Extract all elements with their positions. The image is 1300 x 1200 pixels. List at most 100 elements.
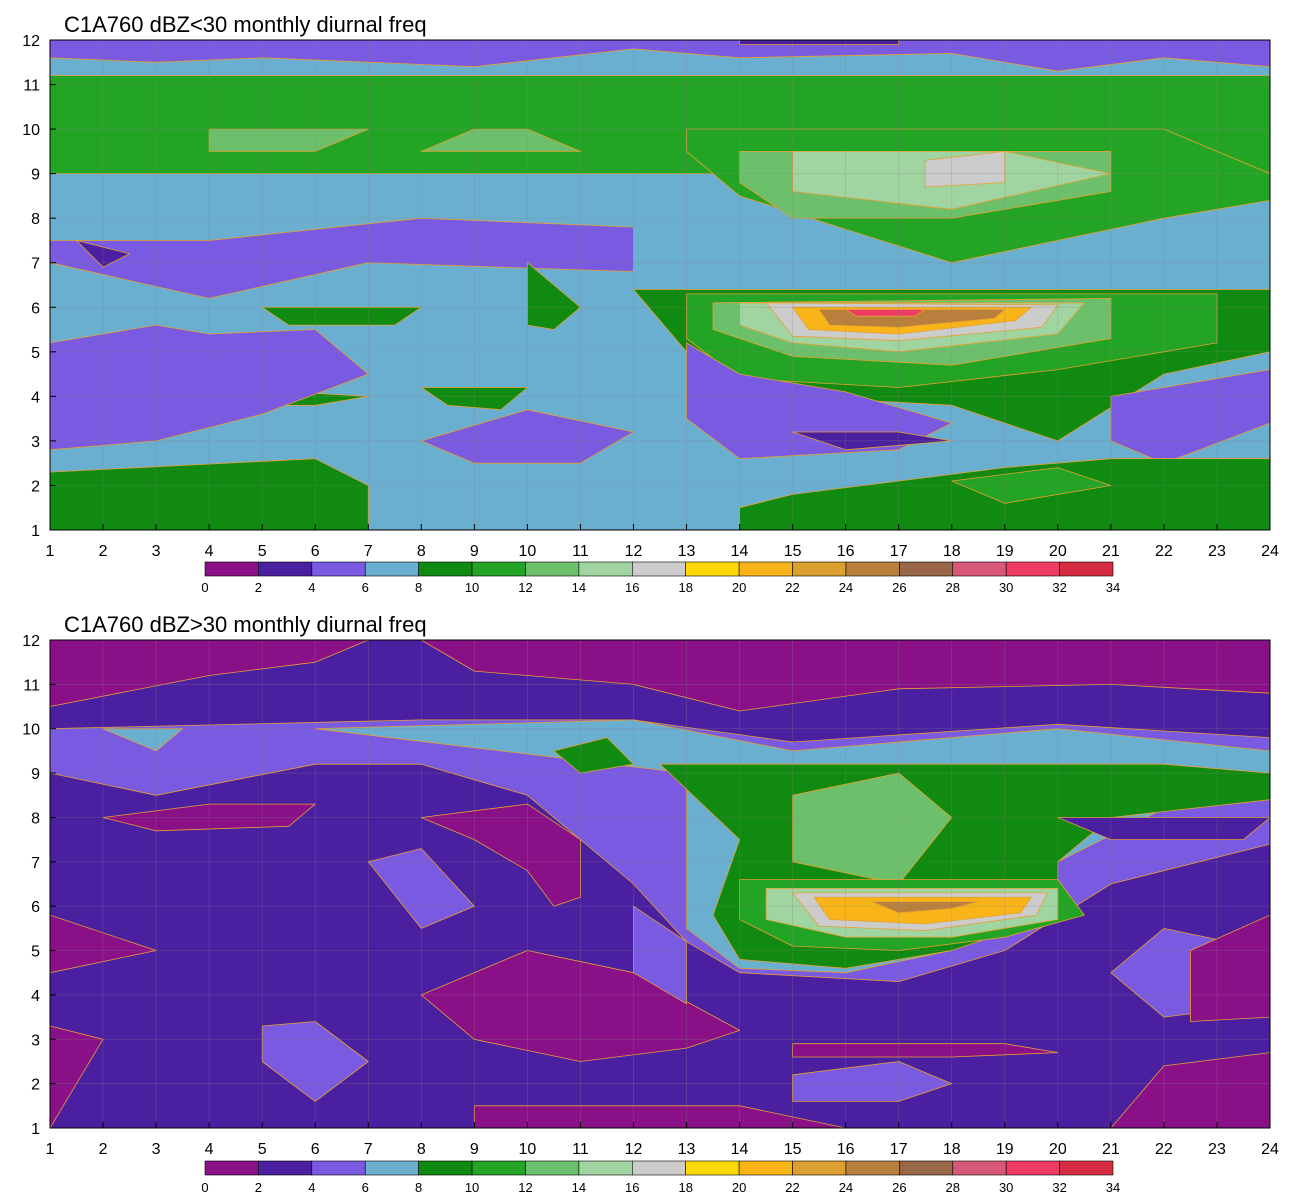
contour-region xyxy=(420,803,581,907)
colorbar-tick-label: 34 xyxy=(1106,1180,1120,1195)
contour-region xyxy=(50,1025,104,1128)
contour-region xyxy=(208,128,369,152)
colorbar-tick-label: 16 xyxy=(625,580,639,595)
x-tick-label: 19 xyxy=(996,543,1014,560)
contour-region xyxy=(261,306,422,326)
colorbar-swatch xyxy=(685,561,740,577)
y-tick-label: 1 xyxy=(31,1121,40,1138)
colorbar-tick-label: 24 xyxy=(839,580,853,595)
y-tick-label: 5 xyxy=(31,345,40,362)
x-tick-label: 18 xyxy=(943,1141,961,1158)
colorbar-tick-label: 8 xyxy=(415,580,422,595)
plot-frame xyxy=(49,639,1271,1129)
y-tick-label: 2 xyxy=(31,478,40,495)
colorbar-tick-label: 10 xyxy=(465,1180,479,1195)
contour-region xyxy=(1057,817,1270,840)
y-tick-label: 1 xyxy=(31,523,40,540)
y-tick-label: 10 xyxy=(22,722,40,739)
y-tick-label: 12 xyxy=(22,33,40,50)
contour-region xyxy=(845,309,926,317)
x-tick-label: 3 xyxy=(152,543,161,560)
x-tick-label: 6 xyxy=(311,543,320,560)
colorbar-tick-label: 12 xyxy=(518,1180,532,1195)
colorbar-swatch xyxy=(258,561,313,577)
colorbar-swatch xyxy=(418,561,473,577)
colorbar-tick-label: 28 xyxy=(946,580,960,595)
colorbar-tick-label: 4 xyxy=(308,1180,315,1195)
contour-region xyxy=(792,1043,1059,1058)
contour-region xyxy=(1190,914,1270,1022)
colorbar-swatch xyxy=(1059,561,1114,577)
chart-title: C1A760 dBZ<30 monthly diurnal freq xyxy=(64,12,427,37)
contour-region xyxy=(792,772,953,885)
x-tick-label: 10 xyxy=(518,1141,536,1158)
colorbar-tick-label: 24 xyxy=(839,1180,853,1195)
colorbar-tick-label: 18 xyxy=(678,1180,692,1195)
colorbar-swatch xyxy=(311,1160,366,1176)
colorbar: 0 2 4 6 8 10 12 14 16 18 20 22 24 26 28 30 32 34 xyxy=(201,561,1120,595)
y-tick-label: 3 xyxy=(31,1032,40,1049)
colorbar-swatch xyxy=(685,1160,740,1176)
y-tick-label: 7 xyxy=(31,256,40,273)
contour-region xyxy=(1110,1052,1270,1128)
colorbar-tick-label: 2 xyxy=(255,580,262,595)
colorbar-swatch xyxy=(364,1160,419,1176)
colorbar-tick-label: 18 xyxy=(678,580,692,595)
colorbar-tick-label: 14 xyxy=(572,1180,586,1195)
x-tick-label: 13 xyxy=(678,1141,696,1158)
x-tick-label: 1 xyxy=(46,543,55,560)
x-tick-label: 9 xyxy=(470,1141,479,1158)
colorbar-swatch xyxy=(792,561,847,577)
x-tick-label: 8 xyxy=(417,543,426,560)
contour-region xyxy=(473,1105,847,1128)
colorbar-tick-label: 10 xyxy=(465,580,479,595)
y-tick-label: 3 xyxy=(31,434,40,451)
x-tick-label: 23 xyxy=(1208,1141,1226,1158)
colorbar-tick-label: 30 xyxy=(999,580,1013,595)
colorbar-swatch xyxy=(204,1160,259,1176)
x-tick-label: 3 xyxy=(152,1141,161,1158)
colorbar-tick-label: 32 xyxy=(1052,580,1066,595)
colorbar-tick-label: 2 xyxy=(255,1180,262,1195)
x-tick-label: 16 xyxy=(837,1141,855,1158)
colorbar-swatch xyxy=(311,561,366,577)
y-tick-label: 7 xyxy=(31,855,40,872)
x-tick-label: 8 xyxy=(417,1141,426,1158)
colorbar-swatch xyxy=(525,1160,580,1176)
colorbar-tick-label: 30 xyxy=(999,1180,1013,1195)
x-tick-label: 9 xyxy=(470,543,479,560)
contour-region xyxy=(792,1061,953,1102)
x-tick-label: 5 xyxy=(258,543,267,560)
x-tick-label: 14 xyxy=(731,1141,749,1158)
x-tick-label: 11 xyxy=(572,543,589,560)
colorbar-swatch xyxy=(899,561,954,577)
y-tick-label: 2 xyxy=(31,1077,40,1094)
contour-region xyxy=(420,128,581,152)
y-tick-label: 10 xyxy=(22,122,40,139)
colorbar-swatch xyxy=(258,1160,313,1176)
contour-region xyxy=(50,640,369,707)
colorbar-tick-label: 22 xyxy=(785,1180,799,1195)
y-tick-label: 11 xyxy=(23,677,40,694)
colorbar-swatch xyxy=(578,1160,633,1176)
colorbar-tick-label: 22 xyxy=(785,580,799,595)
contour-region xyxy=(261,1021,369,1102)
colorbar-swatch xyxy=(952,561,1007,577)
x-tick-label: 21 xyxy=(1102,543,1120,560)
colorbar-tick-label: 34 xyxy=(1106,580,1120,595)
colorbar-swatch xyxy=(738,1160,793,1176)
colorbar-tick-label: 0 xyxy=(201,580,208,595)
contour-region xyxy=(527,262,581,330)
colorbar-swatch xyxy=(1005,561,1060,577)
contour-region xyxy=(420,950,740,1062)
contour-region xyxy=(50,324,369,451)
contour-region xyxy=(1110,369,1270,464)
colorbar-swatch xyxy=(631,1160,687,1176)
colorbar-tick-label: 16 xyxy=(625,1180,639,1195)
y-tick-label: 8 xyxy=(31,810,40,827)
colorbar-tick-label: 6 xyxy=(362,580,369,595)
y-tick-label: 12 xyxy=(22,633,40,650)
contour-region xyxy=(924,150,1006,188)
